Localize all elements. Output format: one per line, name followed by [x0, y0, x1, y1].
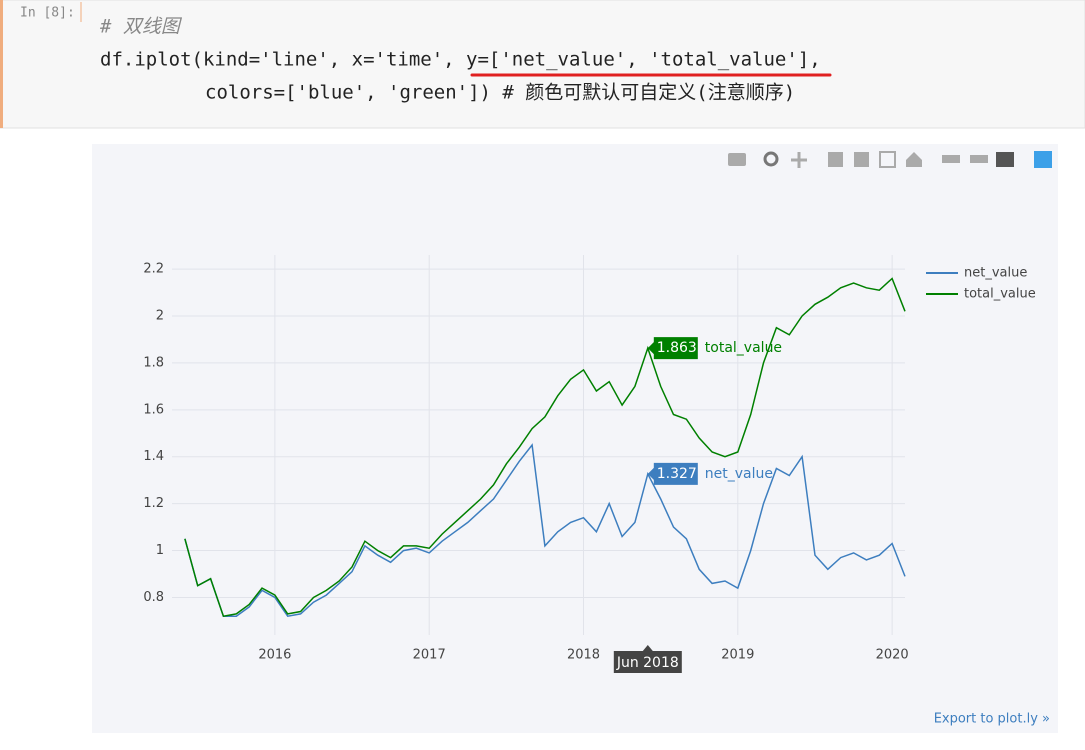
- y-tick-label: 1.2: [143, 496, 164, 511]
- x-tick-label: 2018: [567, 648, 600, 663]
- x-tick-label: 2019: [721, 648, 754, 663]
- code-line: # 双线图: [99, 16, 183, 38]
- y-tick-label: 2: [156, 308, 164, 323]
- autoscale-icon[interactable]: [879, 151, 896, 168]
- hover-x-label: Jun 2018: [616, 655, 679, 671]
- y-tick-label: 1.6: [143, 402, 164, 417]
- zoom-icon[interactable]: [763, 151, 779, 167]
- hover-x-box: [613, 651, 682, 673]
- legend-label: net_value: [964, 266, 1027, 281]
- code-cell[interactable]: [0, 0, 1085, 129]
- x-tick-label: 2017: [413, 648, 446, 663]
- code-line: df.iplot(kind='line', x='time', y=['net_…: [100, 49, 821, 71]
- hover-x-arrow: [642, 645, 653, 651]
- hover-value: 1.327: [657, 466, 697, 482]
- spike-icon[interactable]: [942, 155, 960, 163]
- home-icon[interactable]: [906, 152, 922, 167]
- y-tick-label: 2.2: [143, 262, 164, 277]
- camera-icon[interactable]: [728, 153, 746, 166]
- hover-closest-icon[interactable]: [970, 155, 988, 163]
- line-series: [184, 443, 906, 618]
- y-tick-label: 1.8: [143, 355, 164, 370]
- toolbar[interactable]: [728, 151, 1052, 168]
- x-tick-label: 2016: [258, 648, 291, 663]
- y-tick-label: 0.8: [143, 590, 164, 605]
- line-series: [184, 277, 906, 618]
- code-line: colors=['blue', 'green']) # 颜色可默认可自定义(注意…: [205, 82, 795, 104]
- hover-compare-icon[interactable]: [996, 152, 1014, 167]
- y-tick-label: 1.4: [143, 449, 164, 464]
- hover-box: [647, 337, 698, 360]
- hover-name: total_value: [705, 340, 782, 356]
- hover-value: 1.863: [657, 340, 697, 356]
- cell-prompt: In [8]:: [20, 6, 75, 21]
- hover-name: net_value: [705, 466, 773, 482]
- pan-icon[interactable]: [791, 152, 807, 168]
- export-link[interactable]: Export to plot.ly »: [934, 712, 1050, 727]
- hover-box: [647, 462, 698, 485]
- zoom-in-icon[interactable]: [828, 152, 843, 167]
- plot-container: [92, 144, 1058, 733]
- legend-label: total_value: [964, 287, 1036, 302]
- zoom-out-icon[interactable]: [854, 152, 869, 167]
- plotly-logo[interactable]: [1034, 151, 1052, 168]
- cell-border: [0, 0, 3, 128]
- y-tick-label: 1: [156, 543, 164, 558]
- x-tick-label: 2020: [876, 648, 909, 663]
